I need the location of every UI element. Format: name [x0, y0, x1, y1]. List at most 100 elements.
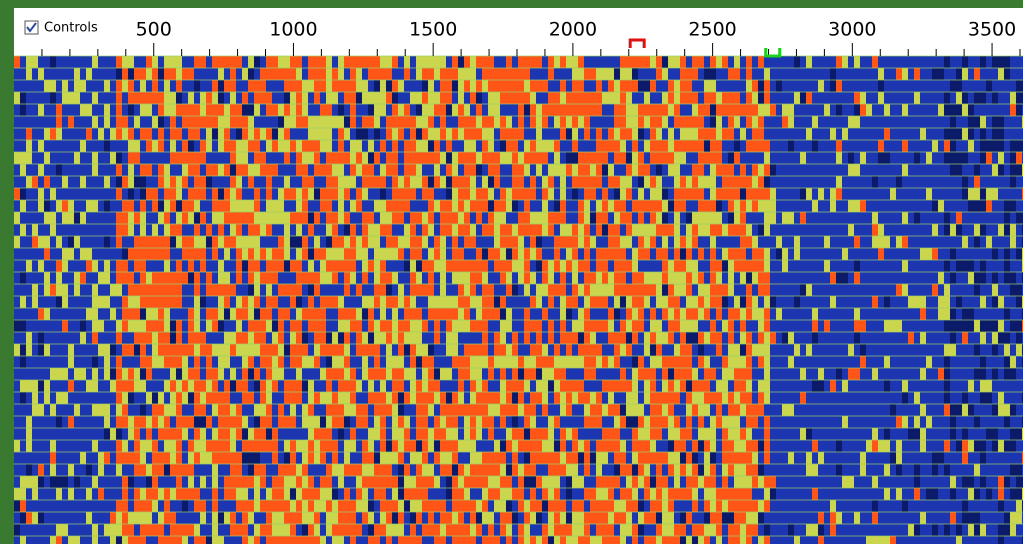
waterfall-cell — [272, 224, 284, 236]
waterfall-cell — [404, 164, 416, 176]
waterfall-cell — [194, 272, 200, 284]
waterfall-cell — [704, 272, 710, 284]
waterfall-cell — [116, 128, 122, 140]
waterfall-cell — [374, 452, 380, 464]
waterfall-cell — [44, 392, 50, 404]
waterfall-cell — [284, 368, 296, 380]
waterfall-cell — [356, 68, 362, 80]
waterfall-cell — [782, 332, 788, 344]
waterfall-cell — [524, 260, 530, 272]
waterfall-cell — [386, 296, 398, 308]
waterfall-cell — [26, 356, 68, 368]
waterfall-cell — [962, 128, 968, 140]
waterfall-cell — [386, 128, 392, 140]
waterfall-cell — [140, 272, 146, 284]
waterfall-cell — [356, 104, 368, 116]
waterfall-cell — [674, 368, 692, 380]
waterfall-cell — [584, 512, 608, 524]
waterfall-cell — [644, 464, 650, 476]
waterfall-cell — [464, 428, 470, 440]
waterfall-cell — [320, 140, 332, 152]
waterfall-cell — [218, 272, 230, 284]
waterfall-cell — [260, 536, 266, 544]
waterfall-cell — [62, 416, 68, 428]
waterfall-cell — [266, 200, 284, 212]
waterfall-cell — [314, 512, 320, 524]
waterfall-cell — [236, 236, 260, 248]
waterfall-cell — [650, 428, 662, 440]
waterfall-cell — [902, 164, 908, 176]
waterfall-cell — [320, 284, 344, 296]
waterfall-cell — [770, 524, 788, 536]
waterfall-cell — [950, 308, 956, 320]
waterfall-cell — [338, 224, 344, 236]
waterfall-cell — [62, 176, 68, 188]
waterfall-cell — [626, 320, 632, 332]
waterfall-cell — [458, 80, 464, 92]
waterfall-cell — [500, 308, 506, 320]
waterfall-cell — [302, 404, 308, 416]
waterfall-cell — [704, 296, 710, 308]
waterfall-cell — [380, 440, 386, 452]
waterfall-cell — [362, 512, 368, 524]
waterfall-cell — [500, 116, 506, 128]
waterfall-cell — [620, 140, 626, 152]
controls-label[interactable]: Controls — [44, 21, 98, 36]
waterfall-cell — [488, 500, 494, 512]
waterfall-cell — [740, 392, 752, 404]
waterfall-cell — [578, 200, 584, 212]
waterfall-cell — [194, 464, 212, 476]
waterfall-cell — [620, 308, 626, 320]
waterfall-cell — [596, 212, 608, 224]
waterfall-cell — [878, 296, 884, 308]
waterfall-cell — [722, 440, 734, 452]
waterfall-cell — [560, 512, 566, 524]
waterfall-cell — [620, 176, 632, 188]
waterfall-cell — [812, 116, 818, 128]
waterfall-cell — [14, 380, 20, 392]
waterfall-cell — [626, 500, 638, 512]
waterfall-cell — [560, 224, 572, 236]
waterfall-cell — [164, 464, 170, 476]
waterfall-cell — [74, 116, 92, 128]
waterfall-cell — [62, 116, 68, 128]
waterfall-cell — [200, 212, 206, 224]
waterfall-cell — [716, 176, 722, 188]
waterfall-cell — [314, 92, 320, 104]
waterfall-cell — [440, 440, 458, 452]
waterfall-cell — [650, 440, 656, 452]
waterfall-cell — [452, 236, 458, 248]
waterfall-cell — [170, 452, 176, 464]
waterfall-cell — [416, 260, 422, 272]
waterfall-cell — [860, 116, 950, 128]
waterfall-cell — [422, 536, 434, 544]
waterfall-cell — [254, 368, 260, 380]
waterfall-cell — [674, 140, 704, 152]
waterfall-cell — [236, 128, 242, 140]
waterfall-cell — [872, 176, 878, 188]
waterfall-cell — [134, 428, 140, 440]
waterfall-cell — [278, 440, 284, 452]
waterfall-cell — [980, 68, 998, 80]
waterfall-cell — [14, 212, 20, 224]
waterfall-cell — [710, 56, 716, 68]
waterfall-cell — [752, 56, 758, 68]
waterfall-cell — [386, 392, 392, 404]
waterfall-cell — [404, 104, 410, 116]
waterfall-cell — [950, 356, 980, 368]
waterfall-cell — [50, 464, 56, 476]
waterfall-cell — [716, 464, 722, 476]
waterfall-cell — [518, 404, 524, 416]
waterfall-cell — [680, 176, 686, 188]
waterfall-cell — [668, 272, 686, 284]
waterfall-cell — [146, 188, 158, 200]
waterfall-cell — [182, 380, 188, 392]
waterfall-cell — [482, 128, 494, 140]
waterfall-cell — [104, 260, 110, 272]
waterfall-cell — [650, 164, 656, 176]
waterfall-cell — [998, 344, 1004, 356]
waterfall-cell — [176, 92, 182, 104]
waterfall-cell — [536, 236, 542, 248]
waterfall-cell — [182, 320, 188, 332]
waterfall-cell — [248, 416, 254, 428]
